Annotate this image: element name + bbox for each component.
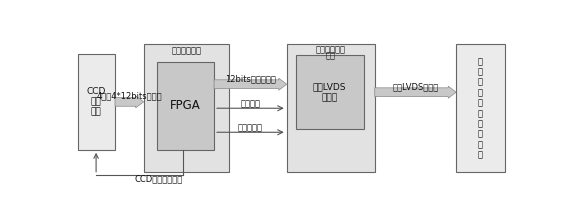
Text: 12bits整合数据流: 12bits整合数据流 <box>225 74 275 83</box>
Text: 单元: 单元 <box>325 52 336 61</box>
Text: FPGA: FPGA <box>170 99 201 112</box>
Bar <box>157 62 214 150</box>
FancyArrow shape <box>214 78 287 90</box>
Bar <box>295 55 364 129</box>
Bar <box>78 54 115 150</box>
FancyArrow shape <box>375 86 456 98</box>
Text: 数据处理单元: 数据处理单元 <box>172 46 202 55</box>
Text: 高速串行传输: 高速串行传输 <box>316 45 346 54</box>
Text: CCD
模拟
前端: CCD 模拟 前端 <box>87 87 106 117</box>
Text: 行同步信号: 行同步信号 <box>237 124 262 133</box>
Bar <box>456 44 504 172</box>
FancyArrow shape <box>115 96 144 108</box>
Bar <box>144 44 229 172</box>
Text: CCD模拟前端控制: CCD模拟前端控制 <box>135 174 183 183</box>
Text: 数据时钟: 数据时钟 <box>240 100 260 109</box>
Bar <box>287 44 375 172</box>
Text: 高速LVDS数据流: 高速LVDS数据流 <box>392 82 439 91</box>
Text: 高速LVDS
串行化: 高速LVDS 串行化 <box>313 83 346 102</box>
Text: 4通道4*12bits数据流: 4通道4*12bits数据流 <box>97 92 162 101</box>
Text: 高
速
图
像
数
据
采
集
系
统: 高 速 图 像 数 据 采 集 系 统 <box>478 57 483 160</box>
